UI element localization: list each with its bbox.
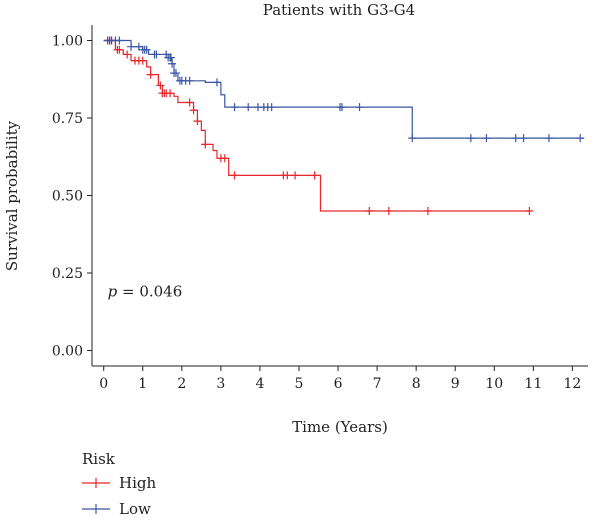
x-tick-label: 10 <box>485 376 503 392</box>
censor-mark-low <box>212 78 221 87</box>
y-tick-label: 0.00 <box>52 344 83 360</box>
censor-mark-high <box>166 89 175 98</box>
x-tick-label: 3 <box>216 376 225 392</box>
series-line-low <box>103 39 585 139</box>
censor-mark-low <box>152 50 161 59</box>
censor-mark-high <box>138 56 147 65</box>
censor-mark-high <box>291 171 300 180</box>
censor-mark-high <box>423 207 432 215</box>
x-tick-label: 2 <box>177 376 186 392</box>
censor-mark-low <box>511 134 520 143</box>
censor-mark-high <box>525 207 534 215</box>
x-tick-label: 9 <box>451 376 460 392</box>
x-tick-label: 0 <box>99 376 108 392</box>
plot-area <box>103 36 585 215</box>
x-axis: 0 1 2 3 4 5 6 7 8 9 10 11 12 <box>92 365 588 392</box>
censor-mark-low <box>171 69 180 78</box>
censor-mark-low <box>355 103 364 112</box>
censor-mark-low <box>230 103 239 112</box>
censor-mark-high <box>310 171 319 180</box>
y-tick-label: 0.25 <box>52 266 83 282</box>
censor-mark-low <box>519 134 528 143</box>
legend-label-low: Low <box>119 500 151 518</box>
series-line-high <box>103 39 530 212</box>
censor-mark-high <box>146 70 155 79</box>
censor-mark-low <box>337 103 346 112</box>
censor-mark-low <box>115 36 124 45</box>
censor-mark-high <box>123 50 132 59</box>
y-axis-title: Survival probability <box>3 120 21 271</box>
x-axis-title: Time (Years) <box>292 418 388 436</box>
y-tick-label: 0.75 <box>52 111 83 127</box>
x-tick-label: 12 <box>563 376 581 392</box>
x-tick-label: 4 <box>255 376 264 392</box>
censor-mark-low <box>544 134 553 143</box>
x-tick-label: 6 <box>334 376 343 392</box>
legend: Risk High Low <box>82 450 156 518</box>
censor-mark-low <box>482 134 491 143</box>
censor-mark-high <box>115 45 124 54</box>
censor-mark-high <box>220 154 229 163</box>
censor-mark-high <box>365 207 374 215</box>
censor-mark-low <box>142 45 151 54</box>
censor-mark-high <box>384 207 393 215</box>
censor-mark-low <box>408 134 417 143</box>
censor-mark-low <box>127 42 136 51</box>
y-axis: 0.00 0.25 0.50 0.75 1.00 <box>52 25 93 366</box>
censor-mark-low <box>166 53 175 62</box>
chart-title: Patients with G3-G4 <box>263 1 415 19</box>
legend-title: Risk <box>82 450 116 468</box>
x-tick-label: 1 <box>138 376 147 392</box>
y-tick-label: 1.00 <box>52 34 83 50</box>
censor-mark-low <box>185 76 194 85</box>
censor-mark-low <box>168 59 177 68</box>
x-tick-label: 8 <box>412 376 421 392</box>
x-tick-label: 5 <box>295 376 304 392</box>
censor-mark-high <box>156 81 165 90</box>
x-tick-label: 7 <box>373 376 382 392</box>
censor-mark-high <box>283 171 292 180</box>
censor-mark-high <box>201 140 210 149</box>
censor-mark-low <box>267 103 276 112</box>
censor-mark-high <box>185 98 194 107</box>
legend-item-low: Low <box>82 500 151 518</box>
legend-label-high: High <box>119 474 156 492</box>
censor-mark-high <box>189 106 198 115</box>
x-tick-label: 11 <box>524 376 542 392</box>
y-tick-label: 0.50 <box>52 189 83 205</box>
legend-item-high: High <box>82 474 156 492</box>
p-value-symbol: p <box>108 283 118 301</box>
p-value-annotation: p = 0.046 <box>108 283 183 301</box>
p-value-text: = 0.046 <box>117 283 182 301</box>
censor-mark-high <box>230 171 239 180</box>
censor-mark-high <box>193 117 202 126</box>
censor-mark-low <box>466 134 475 143</box>
censor-mark-low <box>576 134 585 143</box>
censor-mark-low <box>244 103 253 112</box>
